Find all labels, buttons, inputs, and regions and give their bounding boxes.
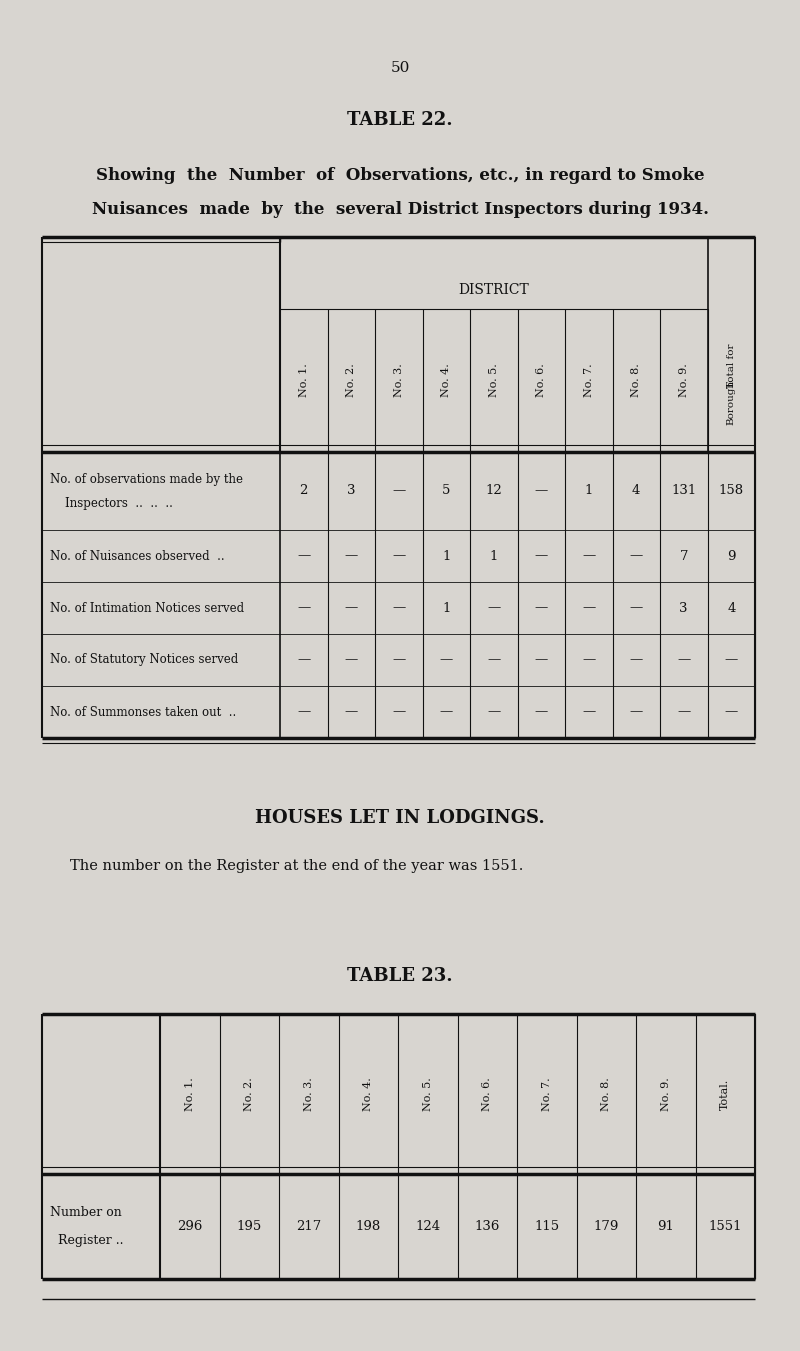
Text: Total.: Total. — [720, 1078, 730, 1109]
Text: No. 1.: No. 1. — [298, 363, 309, 397]
Text: No. of Statutory Notices served: No. of Statutory Notices served — [50, 654, 238, 666]
Text: 5: 5 — [442, 485, 450, 497]
Text: 2: 2 — [299, 485, 308, 497]
Text: 4: 4 — [727, 601, 735, 615]
Text: —: — — [630, 601, 643, 615]
Text: DISTRICT: DISTRICT — [458, 282, 529, 297]
Text: No. 7.: No. 7. — [584, 363, 594, 397]
Text: —: — — [582, 705, 595, 719]
Text: 124: 124 — [415, 1220, 440, 1233]
Text: 136: 136 — [474, 1220, 500, 1233]
Text: —: — — [677, 654, 690, 666]
Text: —: — — [725, 705, 738, 719]
Text: —: — — [297, 705, 310, 719]
Text: No. 2.: No. 2. — [244, 1077, 254, 1111]
Text: —: — — [534, 485, 548, 497]
Text: —: — — [345, 550, 358, 562]
Text: —: — — [582, 654, 595, 666]
Text: Showing  the  Number  of  Observations, etc., in regard to Smoke: Showing the Number of Observations, etc.… — [96, 166, 704, 184]
Text: 1: 1 — [442, 550, 450, 562]
Text: HOUSES LET IN LODGINGS.: HOUSES LET IN LODGINGS. — [255, 809, 545, 827]
Text: —: — — [392, 654, 406, 666]
Text: —: — — [534, 601, 548, 615]
Text: 1551: 1551 — [709, 1220, 742, 1233]
Text: —: — — [487, 654, 500, 666]
Text: 296: 296 — [177, 1220, 202, 1233]
Text: Borough.: Borough. — [726, 377, 736, 424]
Text: 115: 115 — [534, 1220, 559, 1233]
Text: No. 6.: No. 6. — [536, 363, 546, 397]
Text: 1: 1 — [442, 601, 450, 615]
Text: —: — — [677, 705, 690, 719]
Text: —: — — [534, 705, 548, 719]
Text: —: — — [297, 654, 310, 666]
Text: 7: 7 — [679, 550, 688, 562]
Text: No. 9.: No. 9. — [661, 1077, 670, 1111]
Text: 131: 131 — [671, 485, 696, 497]
Text: No. 5.: No. 5. — [489, 363, 498, 397]
Text: No. of Summonses taken out  ..: No. of Summonses taken out .. — [50, 705, 236, 719]
Text: —: — — [392, 705, 406, 719]
Text: —: — — [297, 550, 310, 562]
Text: 9: 9 — [727, 550, 735, 562]
Text: 3: 3 — [679, 601, 688, 615]
Text: No. of Nuisances observed  ..: No. of Nuisances observed .. — [50, 550, 225, 562]
Text: Total for: Total for — [726, 343, 736, 388]
Text: 179: 179 — [594, 1220, 619, 1233]
Text: —: — — [630, 550, 643, 562]
Text: Number on: Number on — [50, 1206, 122, 1219]
Text: Inspectors  ..  ..  ..: Inspectors .. .. .. — [50, 497, 173, 509]
Text: 4: 4 — [632, 485, 641, 497]
Text: —: — — [345, 601, 358, 615]
Text: 1: 1 — [585, 485, 593, 497]
Text: —: — — [487, 705, 500, 719]
Text: 198: 198 — [356, 1220, 381, 1233]
Text: —: — — [487, 601, 500, 615]
Text: 158: 158 — [718, 485, 744, 497]
Text: TABLE 23.: TABLE 23. — [347, 967, 453, 985]
Text: No. 3.: No. 3. — [304, 1077, 314, 1111]
Text: 217: 217 — [296, 1220, 322, 1233]
Text: —: — — [630, 705, 643, 719]
Text: —: — — [534, 550, 548, 562]
Text: 3: 3 — [347, 485, 355, 497]
Text: —: — — [582, 601, 595, 615]
Text: No. 8.: No. 8. — [602, 1077, 611, 1111]
Text: —: — — [582, 550, 595, 562]
Text: 12: 12 — [486, 485, 502, 497]
Text: —: — — [392, 485, 406, 497]
Text: No. of observations made by the: No. of observations made by the — [50, 473, 243, 485]
Text: Register ..: Register .. — [50, 1233, 123, 1247]
Text: —: — — [297, 601, 310, 615]
Text: Nuisances  made  by  the  several District Inspectors during 1934.: Nuisances made by the several District I… — [91, 201, 709, 219]
Text: —: — — [392, 550, 406, 562]
Text: —: — — [345, 705, 358, 719]
Text: No. 4.: No. 4. — [442, 363, 451, 397]
Text: No. 7.: No. 7. — [542, 1077, 552, 1111]
Text: No. 2.: No. 2. — [346, 363, 356, 397]
Text: No. 4.: No. 4. — [363, 1077, 374, 1111]
Text: No. 8.: No. 8. — [631, 363, 642, 397]
Text: —: — — [392, 601, 406, 615]
Text: No. 3.: No. 3. — [394, 363, 404, 397]
Text: —: — — [630, 654, 643, 666]
Text: 50: 50 — [390, 61, 410, 76]
Text: TABLE 22.: TABLE 22. — [347, 111, 453, 128]
Text: No. 5.: No. 5. — [422, 1077, 433, 1111]
Text: 91: 91 — [658, 1220, 674, 1233]
Text: —: — — [440, 654, 453, 666]
Text: 195: 195 — [237, 1220, 262, 1233]
Text: No. 1.: No. 1. — [185, 1077, 194, 1111]
Text: —: — — [725, 654, 738, 666]
Text: 1: 1 — [490, 550, 498, 562]
Text: No. 6.: No. 6. — [482, 1077, 492, 1111]
Text: No. 9.: No. 9. — [678, 363, 689, 397]
Text: —: — — [345, 654, 358, 666]
Text: The number on the Register at the end of the year was 1551.: The number on the Register at the end of… — [70, 859, 523, 873]
Text: No. of Intimation Notices served: No. of Intimation Notices served — [50, 601, 244, 615]
Text: —: — — [440, 705, 453, 719]
Text: —: — — [534, 654, 548, 666]
